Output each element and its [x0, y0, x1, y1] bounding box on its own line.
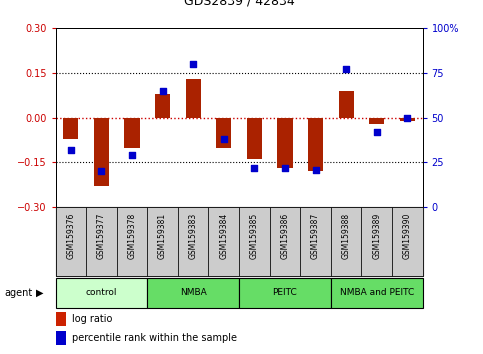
Text: GSM159377: GSM159377 — [97, 213, 106, 259]
Text: GSM159378: GSM159378 — [128, 213, 137, 259]
Bar — [56, 207, 86, 276]
Bar — [178, 207, 209, 276]
Text: GSM159384: GSM159384 — [219, 213, 228, 259]
Bar — [56, 278, 147, 308]
Bar — [239, 278, 331, 308]
Text: GSM159390: GSM159390 — [403, 213, 412, 259]
Text: percentile rank within the sample: percentile rank within the sample — [72, 333, 237, 343]
Bar — [339, 91, 354, 118]
Point — [251, 165, 258, 171]
Text: GSM159385: GSM159385 — [250, 213, 259, 259]
Bar — [209, 207, 239, 276]
Text: NMBA: NMBA — [180, 289, 207, 297]
Text: GSM159386: GSM159386 — [281, 213, 289, 259]
Point — [342, 67, 350, 72]
Point — [189, 61, 197, 67]
Text: GDS2839 / 42834: GDS2839 / 42834 — [184, 0, 295, 7]
Bar — [147, 278, 239, 308]
Bar — [369, 118, 384, 124]
Point — [373, 129, 381, 135]
Bar — [277, 118, 293, 169]
Text: GSM159387: GSM159387 — [311, 213, 320, 259]
Bar — [239, 207, 270, 276]
Bar — [185, 79, 201, 118]
Point — [159, 88, 167, 94]
Text: GSM159381: GSM159381 — [158, 213, 167, 259]
Bar — [300, 207, 331, 276]
Text: GSM159389: GSM159389 — [372, 213, 381, 259]
Bar — [94, 118, 109, 186]
Bar — [361, 207, 392, 276]
Bar — [155, 94, 170, 118]
Point — [98, 169, 105, 174]
Point — [403, 115, 411, 121]
Bar — [147, 207, 178, 276]
Bar — [331, 207, 361, 276]
Text: GSM159388: GSM159388 — [341, 213, 351, 259]
Point — [281, 165, 289, 171]
Bar — [400, 118, 415, 121]
Text: ▶: ▶ — [36, 288, 44, 298]
Bar — [392, 207, 423, 276]
Bar — [125, 118, 140, 148]
Point — [128, 153, 136, 158]
Text: PEITC: PEITC — [272, 289, 298, 297]
Bar — [270, 207, 300, 276]
Bar — [117, 207, 147, 276]
Bar — [331, 278, 423, 308]
Bar — [216, 118, 231, 148]
Text: NMBA and PEITC: NMBA and PEITC — [340, 289, 414, 297]
Bar — [63, 118, 78, 138]
Bar — [247, 118, 262, 159]
Text: GSM159376: GSM159376 — [66, 213, 75, 259]
Bar — [86, 207, 117, 276]
Point — [67, 147, 75, 153]
Text: agent: agent — [5, 288, 33, 298]
Text: control: control — [85, 289, 117, 297]
Point — [312, 167, 319, 172]
Text: GSM159383: GSM159383 — [189, 213, 198, 259]
Bar — [308, 118, 323, 171]
Point — [220, 136, 227, 142]
Text: log ratio: log ratio — [72, 314, 113, 324]
